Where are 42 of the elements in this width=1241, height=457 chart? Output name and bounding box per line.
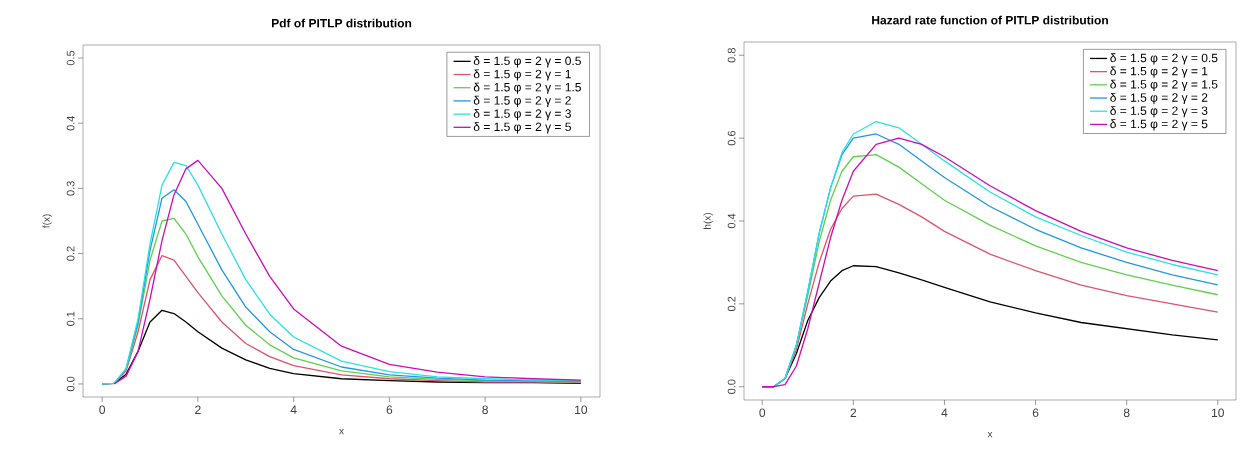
- x-tick-label: 2: [850, 408, 857, 417]
- legend-label: δ = 1.5 φ = 2 γ = 3: [1110, 106, 1208, 118]
- legend-label: δ = 1.5 φ = 2 γ = 1: [473, 69, 571, 81]
- x-axis-title: x: [987, 431, 993, 438]
- y-tick-label: 0.3: [66, 181, 75, 196]
- y-tick-label: 0.0: [727, 379, 736, 394]
- legend-label: δ = 1.5 φ = 2 γ = 2: [1110, 92, 1208, 105]
- y-tick-label: 0.6: [727, 130, 736, 146]
- x-axis-title: x: [339, 428, 344, 435]
- y-tick-label: 0.4: [727, 213, 736, 229]
- x-tick-label: 8: [482, 405, 488, 415]
- legend-label: δ = 1.5 φ = 2 γ = 1.5: [473, 82, 581, 94]
- y-tick-label: 0.1: [66, 311, 75, 326]
- y-axis-title: h(x): [703, 213, 713, 229]
- y-axis-title: f(x): [42, 214, 52, 229]
- x-tick-label: 10: [1212, 408, 1224, 418]
- line-series: [125, 217, 582, 383]
- y-tick-label: 0.4: [66, 115, 75, 131]
- chart-title: Hazard rate function of PITLP distribution: [872, 15, 1108, 25]
- x-tick-label: 4: [290, 405, 297, 414]
- y-tick-label: 0.2: [727, 296, 736, 312]
- legend-label: δ = 1.5 φ = 2 γ = 1: [1110, 66, 1208, 78]
- x-tick-label: 6: [386, 405, 393, 415]
- x-tick-label: 6: [1032, 408, 1039, 418]
- x-tick-label: 8: [1123, 408, 1130, 418]
- x-tick-label: 4: [941, 408, 948, 417]
- legend-label: δ = 1.5 φ = 2 γ = 5: [473, 122, 571, 134]
- legend-label: δ = 1.5 φ = 2 γ = 5: [1110, 119, 1208, 131]
- x-tick-label: 0: [99, 405, 106, 415]
- x-tick-label: 2: [195, 405, 201, 414]
- chart-title: Pdf of PITLP distribution: [271, 18, 412, 28]
- y-tick-label: 0.5: [66, 50, 75, 66]
- x-tick-label: 0: [759, 408, 766, 418]
- legend-label: δ = 1.5 φ = 2 γ = 1.5: [1110, 79, 1218, 91]
- legend-label: δ = 1.5 φ = 2 γ = 3: [473, 109, 571, 121]
- y-tick-label: 0.0: [66, 376, 75, 392]
- y-tick-label: 0.2: [66, 246, 75, 261]
- legend-label: δ = 1.5 φ = 2 γ = 0.5: [1110, 53, 1218, 65]
- y-tick-label: 0.8: [727, 48, 736, 63]
- legend-label: δ = 1.5 φ = 2 γ = 2: [473, 95, 571, 108]
- x-tick-label: 10: [575, 405, 588, 415]
- legend-label: δ = 1.5 φ = 2 γ = 0.5: [473, 56, 581, 68]
